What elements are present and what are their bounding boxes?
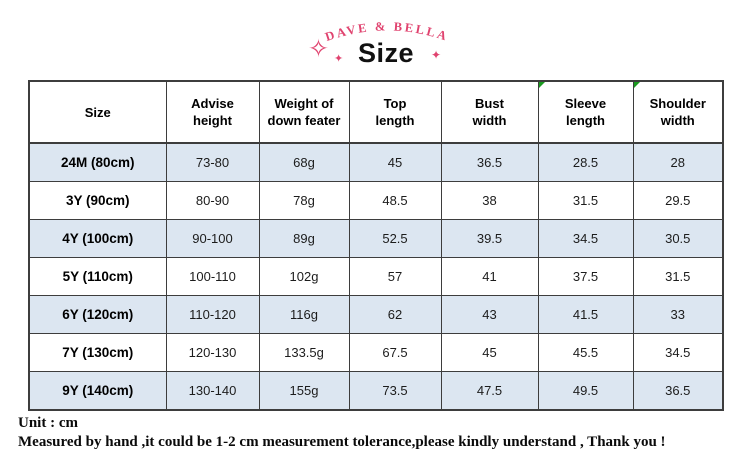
table-row: 6Y (120cm) 110-120 116g 62 43 41.5 33 xyxy=(28,295,724,334)
value-cell: 130-140 xyxy=(165,371,260,411)
value-cell: 78g xyxy=(258,181,350,220)
size-cell: 9Y (140cm) xyxy=(28,371,167,411)
value-cell: 45 xyxy=(348,142,442,182)
size-cell: 6Y (120cm) xyxy=(28,295,167,334)
footer-notes: Unit : cm Measured by hand ,it could be … xyxy=(18,414,742,452)
table-row: 9Y (140cm) 130-140 155g 73.5 47.5 49.5 36.5 xyxy=(28,371,724,411)
brand-arc: DAVE & BELLA xyxy=(323,19,448,44)
value-cell: 31.5 xyxy=(537,181,634,220)
value-cell: 45 xyxy=(440,333,539,372)
size-cell: 24M (80cm) xyxy=(28,142,167,182)
value-cell: 49.5 xyxy=(537,371,634,411)
value-cell: 33 xyxy=(632,295,724,334)
value-cell: 38 xyxy=(440,181,539,220)
value-cell: 116g xyxy=(258,295,350,334)
value-cell: 155g xyxy=(258,371,350,411)
value-cell: 110-120 xyxy=(165,295,260,334)
column-header-bust-width: Bust width xyxy=(440,80,539,144)
size-cell: 5Y (110cm) xyxy=(28,257,167,296)
value-cell: 39.5 xyxy=(440,219,539,258)
value-cell: 52.5 xyxy=(348,219,442,258)
table-row: 7Y (130cm) 120-130 133.5g 67.5 45 45.5 34.5 xyxy=(28,333,724,372)
value-cell: 29.5 xyxy=(632,181,724,220)
table-row: 24M (80cm) 73-80 68g 45 36.5 28.5 28 xyxy=(28,142,724,182)
value-cell: 57 xyxy=(348,257,442,296)
sparkle-icon: ✦ xyxy=(334,53,344,65)
cell-corner-indicator xyxy=(538,82,545,88)
page-title: Size xyxy=(357,38,415,68)
column-header-size: Size xyxy=(28,80,167,144)
value-cell: 68g xyxy=(258,142,350,182)
value-cell: 120-130 xyxy=(165,333,260,372)
value-cell: 37.5 xyxy=(537,257,634,296)
value-cell: 36.5 xyxy=(632,371,724,411)
size-cell: 7Y (130cm) xyxy=(28,333,167,372)
value-cell: 67.5 xyxy=(348,333,442,372)
value-cell: 48.5 xyxy=(348,181,442,220)
value-cell: 133.5g xyxy=(258,333,350,372)
table-row: 3Y (90cm) 80-90 78g 48.5 38 31.5 29.5 xyxy=(28,181,724,220)
unit-note: Unit : cm xyxy=(18,415,78,431)
size-table: Size Advise height Weight of down feater Top l… xyxy=(28,80,724,411)
value-cell: 28.5 xyxy=(537,142,634,182)
cell-corner-indicator xyxy=(633,82,640,88)
size-cell: 4Y (100cm) xyxy=(28,219,167,258)
column-header-shoulder-width: Shoulder width xyxy=(632,80,724,144)
table-row: 5Y (110cm) 100-110 102g 57 41 37.5 31.5 xyxy=(28,257,724,296)
value-cell: 90-100 xyxy=(165,219,260,258)
value-cell: 73-80 xyxy=(165,142,260,182)
value-cell: 47.5 xyxy=(440,371,539,411)
tolerance-note: Measured by hand ,it could be 1-2 cm mea… xyxy=(18,434,666,450)
value-cell: 34.5 xyxy=(537,219,634,258)
value-cell: 41 xyxy=(440,257,539,296)
value-cell: 73.5 xyxy=(348,371,442,411)
column-header-sleeve-length: Sleeve length xyxy=(537,80,634,144)
sparkle-icon: ✦ xyxy=(431,48,442,62)
value-cell: 45.5 xyxy=(537,333,634,372)
column-header-top-length: Top length xyxy=(348,80,442,144)
column-header-advise-height: Advise height xyxy=(165,80,260,144)
value-cell: 34.5 xyxy=(632,333,724,372)
value-cell: 89g xyxy=(258,219,350,258)
size-cell: 3Y (90cm) xyxy=(28,181,167,220)
value-cell: 80-90 xyxy=(165,181,260,220)
value-cell: 43 xyxy=(440,295,539,334)
value-cell: 30.5 xyxy=(632,219,724,258)
value-cell: 62 xyxy=(348,295,442,334)
value-cell: 41.5 xyxy=(537,295,634,334)
value-cell: 36.5 xyxy=(440,142,539,182)
value-cell: 100-110 xyxy=(165,257,260,296)
sparkle-icon: ✧ xyxy=(308,35,329,63)
table-header-row: Size Advise height Weight of down feater Top l… xyxy=(28,80,724,144)
value-cell: 28 xyxy=(632,142,724,182)
table-body: 24M (80cm) 73-80 68g 45 36.5 28.5 28 3Y (90cm) 8… xyxy=(28,142,724,411)
value-cell: 31.5 xyxy=(632,257,724,296)
value-cell: 102g xyxy=(258,257,350,296)
table-row: 4Y (100cm) 90-100 89g 52.5 39.5 34.5 30.5 xyxy=(28,219,724,258)
column-header-weight-of-down-feater: Weight of down feater xyxy=(258,80,350,144)
